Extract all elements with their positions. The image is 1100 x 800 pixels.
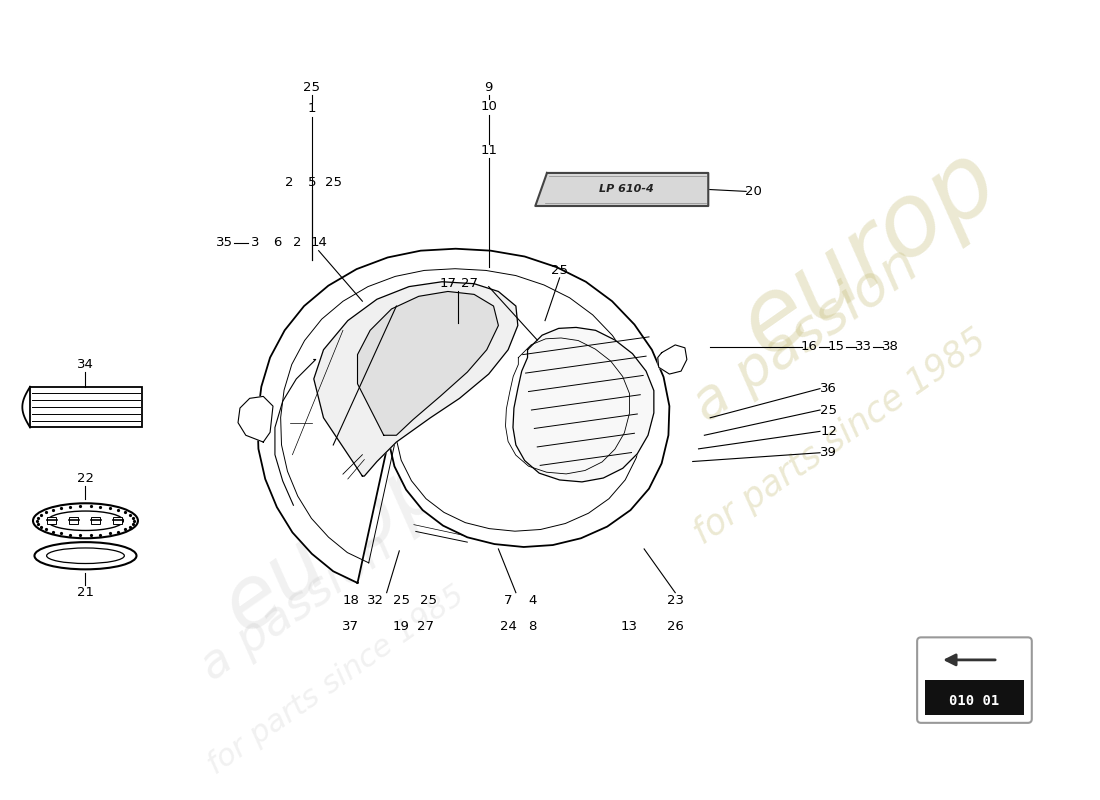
Text: for parts since 1985: for parts since 1985 xyxy=(688,323,993,551)
Text: 25: 25 xyxy=(551,263,568,277)
Text: for parts since 1985: for parts since 1985 xyxy=(202,580,470,780)
Text: 24: 24 xyxy=(499,620,517,633)
Text: a passion: a passion xyxy=(683,238,928,432)
Text: 15: 15 xyxy=(828,340,845,354)
Text: 34: 34 xyxy=(77,358,94,371)
Text: 6: 6 xyxy=(273,236,282,250)
Text: 38: 38 xyxy=(882,340,900,354)
Text: 8: 8 xyxy=(528,620,537,633)
Text: 11: 11 xyxy=(481,144,497,157)
Text: 25: 25 xyxy=(393,594,409,607)
Text: 17: 17 xyxy=(439,277,456,290)
Text: 25: 25 xyxy=(420,594,437,607)
Text: 2: 2 xyxy=(293,236,301,250)
Text: LP 610-4: LP 610-4 xyxy=(600,185,654,194)
Ellipse shape xyxy=(33,503,138,538)
Text: 25: 25 xyxy=(324,176,342,189)
Text: 1: 1 xyxy=(308,102,316,115)
Text: 7: 7 xyxy=(504,594,513,607)
Text: a passion: a passion xyxy=(192,525,402,690)
Polygon shape xyxy=(238,397,273,442)
Text: 14: 14 xyxy=(310,236,327,250)
Bar xyxy=(68,517,78,524)
Text: 010 01: 010 01 xyxy=(949,694,1000,708)
Text: 12: 12 xyxy=(821,425,837,438)
Text: 5: 5 xyxy=(308,176,316,189)
Text: 21: 21 xyxy=(77,586,94,599)
Text: 39: 39 xyxy=(821,446,837,459)
Bar xyxy=(90,517,100,524)
Text: 23: 23 xyxy=(667,594,684,607)
Text: 32: 32 xyxy=(367,594,385,607)
Bar xyxy=(46,517,56,524)
Text: 22: 22 xyxy=(77,471,94,485)
Text: 16: 16 xyxy=(801,340,817,354)
Text: 27: 27 xyxy=(461,277,477,290)
Text: 10: 10 xyxy=(481,100,497,114)
Text: 18: 18 xyxy=(342,594,360,607)
Polygon shape xyxy=(513,327,653,482)
Bar xyxy=(112,517,122,524)
Ellipse shape xyxy=(47,511,123,530)
Text: 9: 9 xyxy=(484,81,493,94)
Polygon shape xyxy=(257,249,670,583)
FancyBboxPatch shape xyxy=(917,638,1032,723)
Text: 33: 33 xyxy=(855,340,872,354)
FancyArrowPatch shape xyxy=(946,655,996,665)
Text: 25: 25 xyxy=(304,81,320,94)
Bar xyxy=(30,386,142,427)
Text: 27: 27 xyxy=(417,620,434,633)
Text: 2: 2 xyxy=(285,176,294,189)
Bar xyxy=(925,681,1024,715)
Ellipse shape xyxy=(46,548,124,563)
Text: 19: 19 xyxy=(393,620,409,633)
Text: 35: 35 xyxy=(216,236,233,250)
Polygon shape xyxy=(658,345,686,374)
Polygon shape xyxy=(536,173,708,206)
Text: 3: 3 xyxy=(251,236,260,250)
Text: 20: 20 xyxy=(745,185,761,198)
Text: europ: europ xyxy=(207,438,460,650)
Text: 36: 36 xyxy=(821,382,837,395)
Ellipse shape xyxy=(34,542,136,570)
Text: 4: 4 xyxy=(528,594,537,607)
Polygon shape xyxy=(358,291,498,435)
Text: 37: 37 xyxy=(342,620,360,633)
Text: europ: europ xyxy=(722,130,1015,376)
Text: 25: 25 xyxy=(821,403,837,417)
Polygon shape xyxy=(314,282,518,476)
Text: 26: 26 xyxy=(667,620,684,633)
Text: 13: 13 xyxy=(621,620,638,633)
